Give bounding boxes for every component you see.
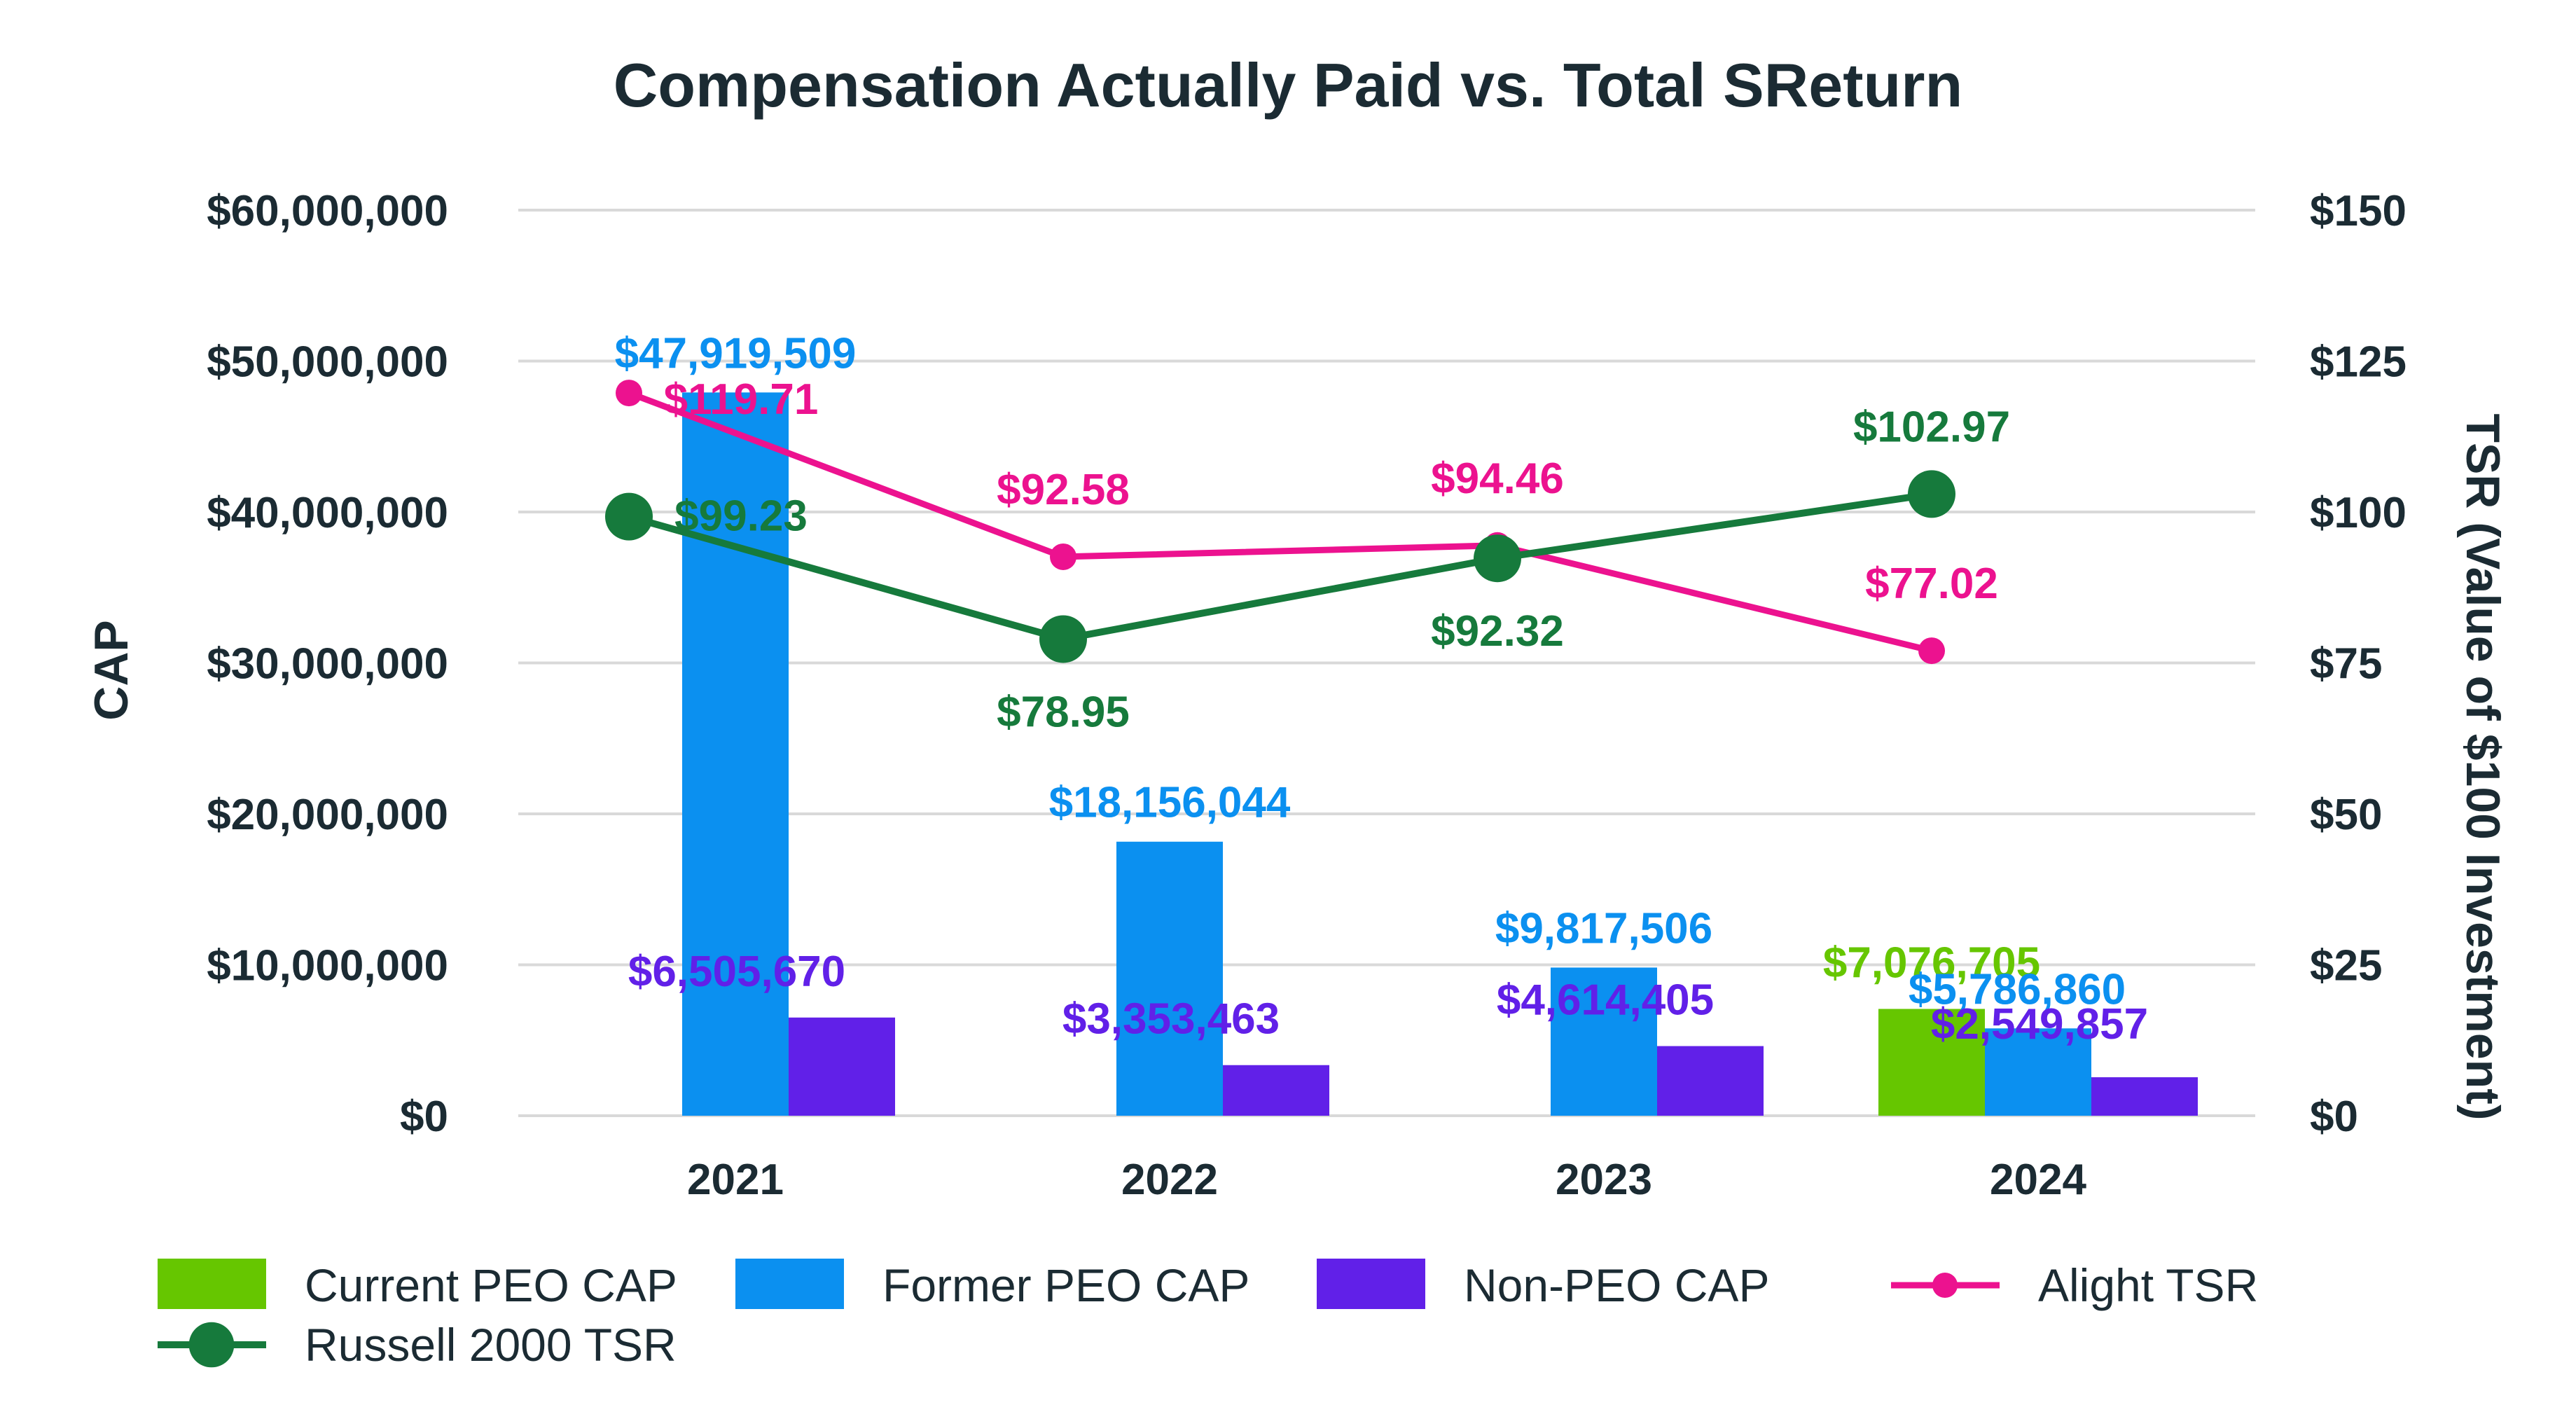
bar-former-peo-cap bbox=[1985, 1028, 2091, 1116]
left-tick-label: $50,000,000 bbox=[207, 338, 448, 387]
left-tick-label: $20,000,000 bbox=[207, 791, 448, 839]
bar-non-peo-cap bbox=[1657, 1046, 1764, 1116]
data-label: $92.58 bbox=[997, 466, 1130, 514]
data-label: $78.95 bbox=[997, 688, 1130, 736]
data-label: $4,614,405 bbox=[1497, 976, 1714, 1025]
data-label: $2,549,857 bbox=[1931, 1000, 2148, 1048]
right-axis-title: TSR (Value of $100 Investment) bbox=[2456, 414, 2509, 1121]
left-tick-label: $10,000,000 bbox=[207, 942, 448, 990]
data-label: $47,919,509 bbox=[615, 329, 857, 378]
data-label: $3,353,463 bbox=[1062, 995, 1280, 1044]
data-label: $99.23 bbox=[674, 492, 808, 541]
data-label: $77.02 bbox=[1865, 560, 1998, 608]
line-russell-2000-tsr bbox=[628, 490, 1932, 643]
legend-swatch bbox=[735, 1259, 844, 1309]
lines bbox=[605, 380, 1955, 665]
bar-non-peo-cap bbox=[789, 1017, 895, 1116]
legend-swatch bbox=[1317, 1259, 1425, 1309]
left-tick-label: $0 bbox=[400, 1093, 448, 1141]
legend-label: Non-PEO CAP bbox=[1464, 1259, 1769, 1311]
legend: Current PEO CAP Former PEO CAP Non-PEO CAP… bbox=[158, 1259, 2258, 1371]
x-axis: 2021 2022 2023 2024 bbox=[687, 1156, 2086, 1204]
data-label: $18,156,044 bbox=[1049, 779, 1291, 827]
bar-former-peo-cap bbox=[1551, 967, 1657, 1116]
legend-label: Russell 2000 TSR bbox=[305, 1319, 677, 1371]
right-tick-label: $0 bbox=[2310, 1093, 2358, 1141]
left-axis-title: CAP bbox=[85, 620, 138, 721]
line-point bbox=[1050, 543, 1076, 570]
bar-current-peo-cap bbox=[1878, 1009, 1985, 1116]
data-label: $5,786,860 bbox=[1909, 965, 2126, 1013]
line-point bbox=[1908, 470, 1955, 518]
bar-former-peo-cap bbox=[682, 392, 789, 1116]
right-tick-label: $125 bbox=[2310, 338, 2407, 387]
right-tick-label: $100 bbox=[2310, 489, 2407, 537]
line-point bbox=[1039, 615, 1087, 663]
data-label: $92.32 bbox=[1431, 607, 1564, 656]
x-tick-label: 2022 bbox=[1121, 1156, 1218, 1204]
right-tick-label: $75 bbox=[2310, 640, 2382, 688]
bar-non-peo-cap bbox=[1223, 1065, 1329, 1116]
right-tick-label: $150 bbox=[2310, 187, 2407, 235]
line-point bbox=[1474, 534, 1521, 583]
line-point bbox=[1918, 637, 1945, 665]
left-tick-label: $40,000,000 bbox=[207, 489, 448, 537]
line-point bbox=[605, 492, 653, 541]
left-tick-label: $30,000,000 bbox=[207, 640, 448, 688]
legend-marker bbox=[188, 1322, 235, 1368]
legend-label: Alight TSR bbox=[2038, 1259, 2258, 1311]
left-tick-label: $60,000,000 bbox=[207, 187, 448, 235]
data-label: $6,505,670 bbox=[628, 948, 845, 996]
bars bbox=[682, 392, 2198, 1116]
right-tick-label: $25 bbox=[2310, 942, 2382, 990]
legend-label: Current PEO CAP bbox=[305, 1259, 677, 1311]
x-tick-label: 2023 bbox=[1556, 1156, 1652, 1204]
right-axis: $0 $25 $50 $75 $100 $125 $150 bbox=[2310, 187, 2407, 1141]
data-label: $119.71 bbox=[664, 375, 819, 424]
data-label: $102.97 bbox=[1853, 403, 2010, 451]
x-tick-label: 2024 bbox=[1990, 1156, 2086, 1204]
x-tick-label: 2021 bbox=[687, 1156, 784, 1204]
data-label: $9,817,506 bbox=[1495, 904, 1712, 953]
line-point bbox=[616, 380, 642, 407]
data-label: $7,076,705 bbox=[1823, 939, 2040, 987]
chart-title: Compensation Actually Paid vs. Total SRe… bbox=[614, 50, 1963, 120]
gridlines bbox=[518, 209, 2255, 1117]
left-axis: $0 $10,000,000 $20,000,000 $30,000,000 $40,0… bbox=[207, 187, 448, 1141]
data-label: $94.46 bbox=[1431, 455, 1564, 503]
legend-marker bbox=[1932, 1272, 1958, 1299]
legend-label: Former PEO CAP bbox=[882, 1259, 1249, 1311]
data-labels: $7,076,705 $47,919,509 $18,156,044 $9,817,5… bbox=[615, 329, 2149, 1048]
bar-non-peo-cap bbox=[2091, 1077, 2198, 1116]
legend-swatch bbox=[158, 1259, 266, 1309]
right-tick-label: $50 bbox=[2310, 791, 2382, 839]
bar-former-peo-cap bbox=[1116, 841, 1223, 1116]
line-alight-tsr bbox=[628, 389, 1933, 654]
